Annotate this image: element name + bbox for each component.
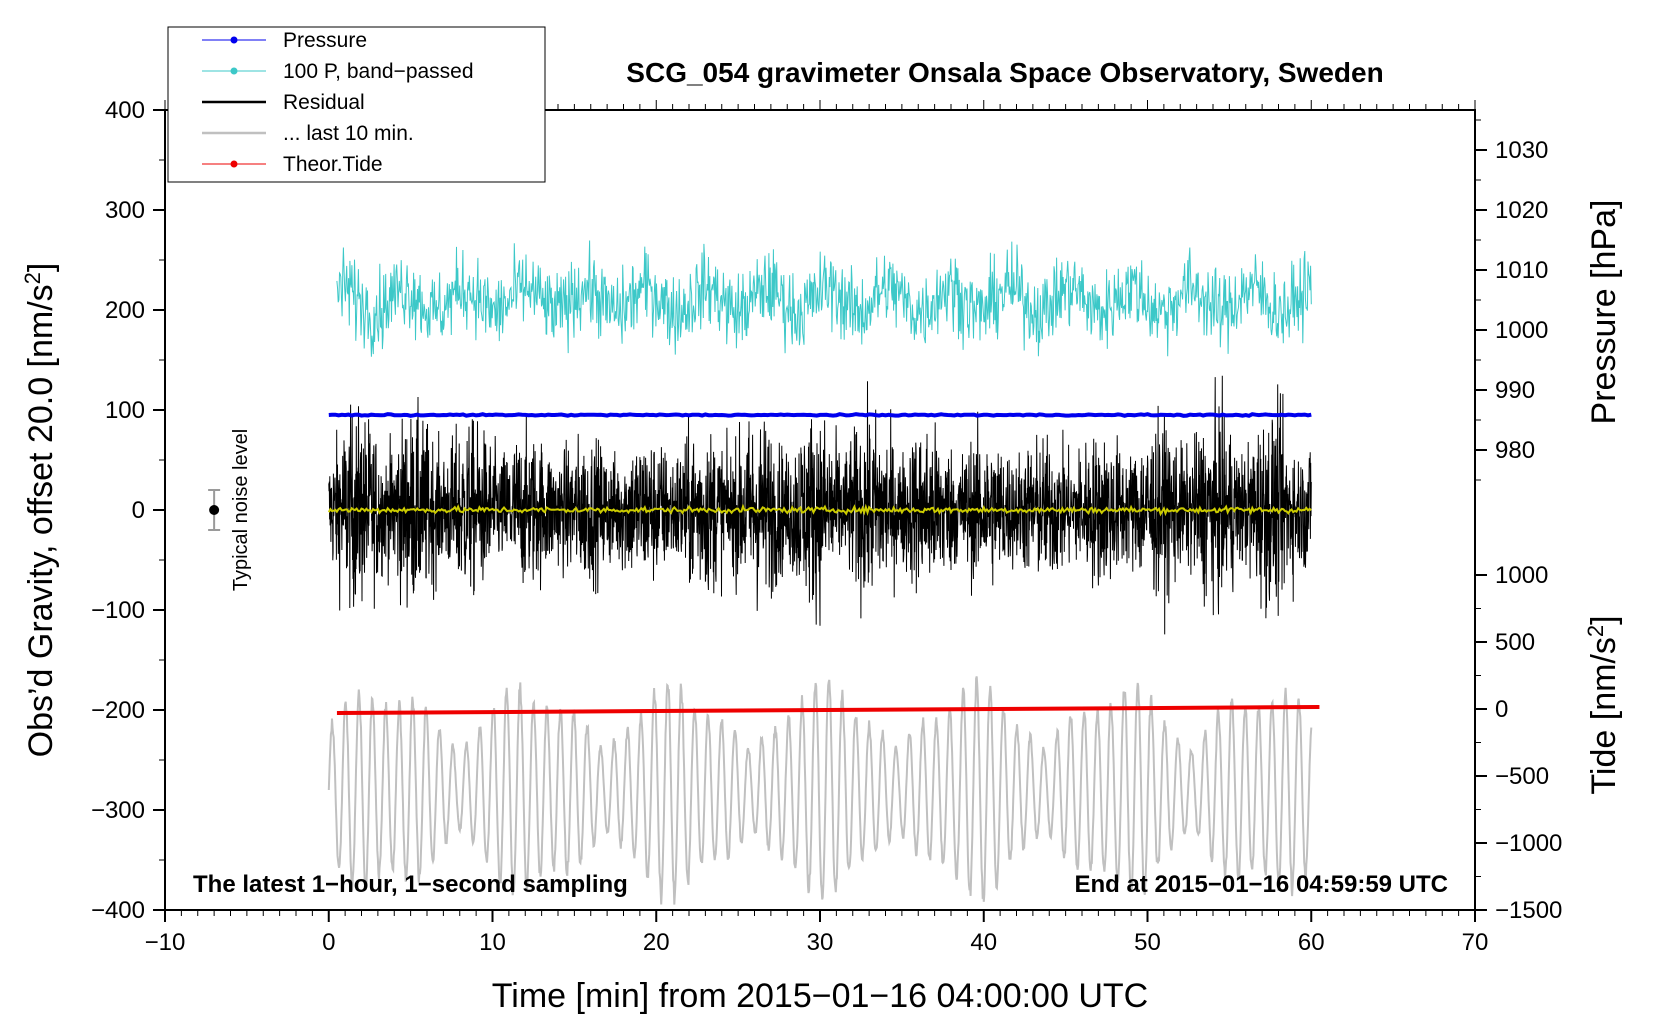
- series-layer: [327, 240, 1320, 905]
- y-axis-pressure: 1030 1020 1010 1000 990 980: [1475, 119, 1548, 481]
- y-tick-label: 400: [105, 97, 145, 124]
- x-tick-label: 40: [970, 929, 997, 956]
- y-tick-label: 100: [105, 397, 145, 424]
- tide-tick-label: −1500: [1495, 897, 1562, 924]
- x-axis-title: Time [min] from 2015−01−16 04:00:00 UTC: [492, 977, 1148, 1015]
- x-tick-label: −10: [145, 929, 186, 956]
- x-axis: −10 0 10 20 30 40 50 60 70: [145, 910, 1489, 956]
- x-tick-label: 20: [643, 929, 670, 956]
- series-theoretical-tide-line: [336, 705, 1320, 715]
- pressure-tick-label: 1000: [1495, 317, 1548, 344]
- legend-label-4: Theor.Tide: [283, 153, 383, 176]
- series-residual-mean-line: [327, 503, 1312, 517]
- tide-tick-label: 500: [1495, 629, 1535, 656]
- tide-tick-label: −500: [1495, 763, 1549, 790]
- x-tick-label: 60: [1298, 929, 1325, 956]
- tide-tick-label: 1000: [1495, 562, 1548, 589]
- noise-level-indicator: Typical noise level: [208, 429, 252, 591]
- legend-label-3: ... last 10 min.: [283, 122, 414, 145]
- y-tick-label: 0: [132, 497, 145, 524]
- y-axis-tide: 1000 500 0 −500 −1000 −1500: [1475, 562, 1562, 924]
- tide-axis-title-main: Tide [nm/s: [1585, 637, 1623, 794]
- pressure-tick-label: 1030: [1495, 137, 1548, 164]
- series-band-passed-pressure-line: [336, 240, 1312, 357]
- legend-label-1: 100 P, band−passed: [283, 60, 474, 83]
- pressure-tick-label: 990: [1495, 377, 1535, 404]
- x-tick-label: 10: [479, 929, 506, 956]
- annotation-end-time: End at 2015−01−16 04:59:59 UTC: [1074, 871, 1448, 898]
- pressure-axis-title: Pressure [hPa]: [1585, 200, 1623, 425]
- y-tick-label: −300: [91, 797, 145, 824]
- pressure-tick-label: 1020: [1495, 197, 1548, 224]
- x-tick-label: 70: [1462, 929, 1489, 956]
- y-tick-label: −400: [91, 897, 145, 924]
- tide-axis-title-end: ]: [1585, 615, 1623, 624]
- tide-tick-label: 0: [1495, 696, 1508, 723]
- noise-level-label: Typical noise level: [230, 429, 252, 591]
- tide-tick-label: −1000: [1495, 830, 1562, 857]
- noise-center-dot: [209, 505, 220, 515]
- tide-axis-title-sup: 2: [1583, 625, 1608, 637]
- y-tick-label: 200: [105, 297, 145, 324]
- chart-title: SCG_054 gravimeter Onsala Space Observat…: [626, 57, 1383, 88]
- y-axis-title-end: ]: [22, 263, 60, 272]
- y-axis-left: 400 300 200 100 0 −100 −200 −300 −400: [91, 97, 165, 924]
- tide-axis-title: Tide [nm/s2]: [1583, 615, 1623, 794]
- legend-label-2: Residual: [283, 91, 365, 114]
- legend-label-0: Pressure: [283, 29, 367, 52]
- series-pressure-line: [328, 412, 1312, 418]
- y-axis-title-sup: 2: [20, 272, 45, 284]
- x-tick-label: 0: [322, 929, 335, 956]
- pressure-tick-label: 1010: [1495, 257, 1548, 284]
- x-tick-label: 50: [1134, 929, 1161, 956]
- legend-marker-1: [230, 67, 238, 75]
- y-tick-label: −200: [91, 697, 145, 724]
- legend: Pressure 100 P, band−passed Residual ... la…: [167, 26, 546, 183]
- y-axis-title: Obs’d Gravity, offset 20.0 [nm/s2]: [20, 263, 60, 758]
- y-axis-title-main: Obs’d Gravity, offset 20.0 [nm/s: [22, 284, 60, 757]
- legend-marker-0: [230, 36, 238, 44]
- legend-marker-4: [230, 160, 238, 168]
- y-tick-label: 300: [105, 197, 145, 224]
- x-tick-label: 30: [807, 929, 834, 956]
- y-tick-label: −100: [91, 597, 145, 624]
- legend-box: [167, 26, 546, 183]
- pressure-tick-label: 980: [1495, 437, 1535, 464]
- annotation-sampling: The latest 1−hour, 1−second sampling: [193, 871, 628, 898]
